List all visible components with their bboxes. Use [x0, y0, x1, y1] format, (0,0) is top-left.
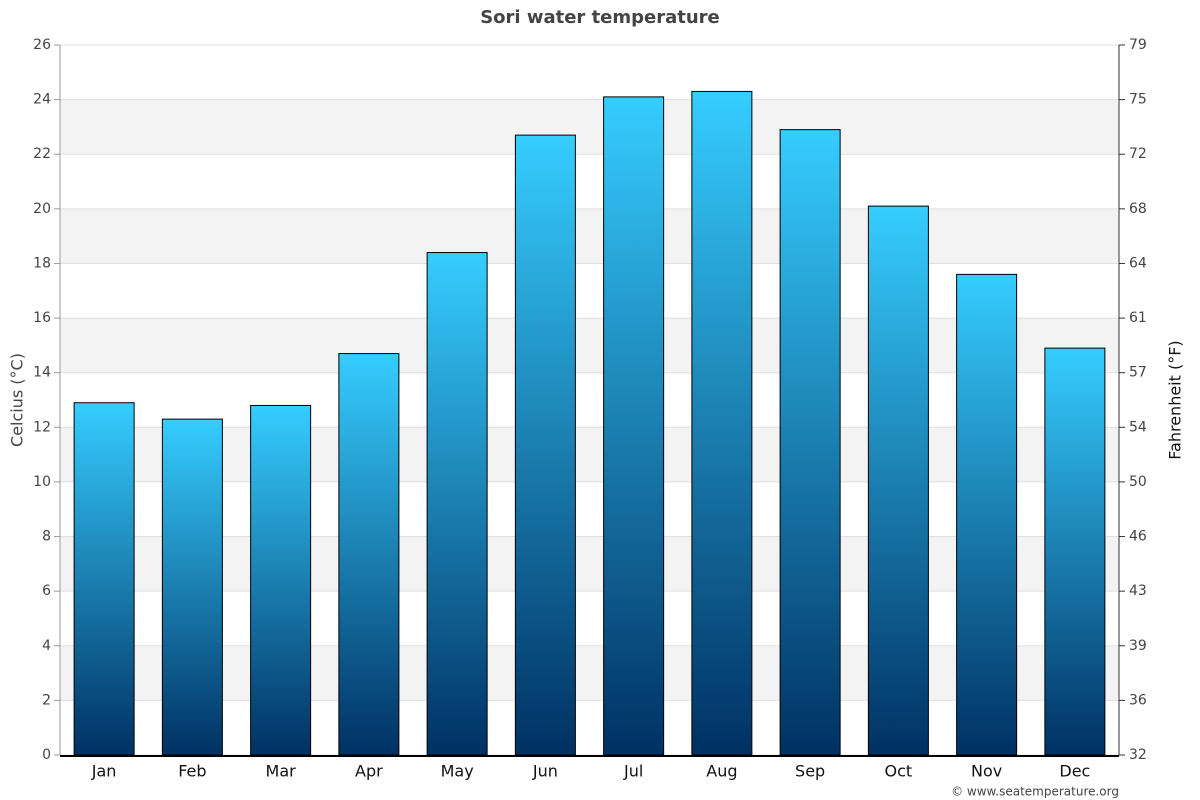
- y-tick-label: 6: [42, 583, 51, 599]
- grid-band: [60, 208, 1119, 264]
- x-tick-label: Jan: [91, 762, 117, 781]
- x-tick-label: Sep: [795, 762, 825, 781]
- bar: [161, 418, 223, 756]
- y-tick-label: 10: [33, 474, 51, 490]
- bar: [1044, 347, 1106, 756]
- x-tick-label: Apr: [355, 762, 383, 781]
- x-tick-label: Jun: [532, 762, 558, 781]
- y-tick-label: 16: [33, 310, 51, 326]
- x-tick-label: Oct: [885, 762, 913, 781]
- y2-tick-label: 75: [1129, 92, 1147, 108]
- y-tick-label: 22: [33, 146, 51, 162]
- y-tick-label: 0: [42, 747, 51, 763]
- y2-tick-label: 57: [1129, 365, 1147, 381]
- y-axis-label: Celcius (°C): [8, 353, 27, 447]
- chart-title: Sori water temperature: [480, 7, 720, 28]
- x-tick-label: Nov: [971, 762, 1002, 781]
- y2-axis-label: Fahrenheit (°F): [1166, 340, 1185, 459]
- y-tick-label: 26: [33, 37, 51, 53]
- bar: [338, 353, 400, 756]
- source: © www.seatemperature.org: [951, 785, 1119, 799]
- bar: [779, 129, 841, 756]
- y2-tick-label: 61: [1129, 310, 1147, 326]
- x-tick-label: Dec: [1059, 762, 1090, 781]
- y-tick-label: 8: [42, 529, 51, 545]
- grid-band: [60, 318, 1119, 373]
- y2-tick-label: 43: [1129, 583, 1147, 599]
- bar: [603, 96, 665, 756]
- x-tick-label: Jul: [623, 762, 643, 781]
- bar: [426, 252, 488, 756]
- y-tick-label: 24: [33, 92, 51, 108]
- grid-band: [60, 427, 1119, 482]
- y-tick-label: 2: [42, 692, 51, 708]
- y-tick-label: 14: [33, 365, 51, 381]
- y-tick-label: 12: [33, 419, 51, 435]
- bar: [250, 404, 312, 756]
- y2-tick-label: 39: [1129, 638, 1147, 654]
- grid-band: [60, 536, 1119, 592]
- y2-tick-label: 46: [1129, 529, 1147, 545]
- y2-tick-label: 79: [1129, 37, 1147, 53]
- y2-tick-label: 36: [1129, 692, 1147, 708]
- y-tick-label: 20: [33, 201, 51, 217]
- y-tick-label: 4: [42, 638, 51, 654]
- grid-band: [60, 645, 1119, 701]
- y2-tick-label: 72: [1129, 146, 1147, 162]
- grid-band: [60, 99, 1119, 155]
- y2-tick-label: 54: [1129, 419, 1147, 435]
- bar: [691, 90, 753, 756]
- bar: [867, 205, 929, 756]
- y2-tick-label: 32: [1129, 747, 1147, 763]
- bar: [514, 134, 576, 756]
- x-tick-label: Mar: [266, 762, 297, 781]
- x-tick-label: May: [441, 762, 474, 781]
- y2-tick-label: 68: [1129, 201, 1147, 217]
- y2-tick-label: 64: [1129, 255, 1147, 271]
- y2-tick-label: 50: [1129, 474, 1147, 490]
- bar: [73, 402, 135, 756]
- x-tick-label: Feb: [178, 762, 206, 781]
- y-tick-label: 18: [33, 255, 51, 271]
- bar: [956, 273, 1018, 756]
- x-tick-label: Aug: [706, 762, 737, 781]
